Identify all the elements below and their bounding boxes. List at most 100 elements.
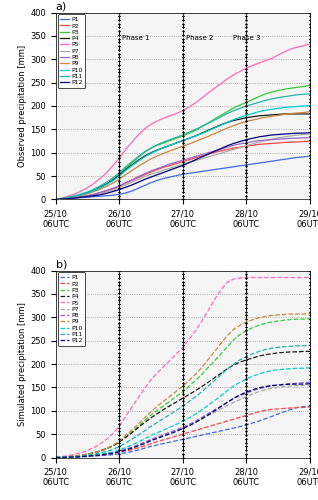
P7 bbox=[219, 406, 223, 412]
P9 bbox=[270, 312, 274, 318]
Text: Phase 3: Phase 3 bbox=[233, 35, 261, 41]
P3 bbox=[149, 412, 153, 418]
P12 bbox=[79, 454, 83, 460]
P2 bbox=[283, 140, 287, 145]
P8 bbox=[149, 168, 153, 174]
P11 bbox=[251, 101, 255, 107]
P1 bbox=[60, 454, 64, 460]
P2 bbox=[283, 406, 287, 411]
P8 bbox=[130, 177, 134, 183]
P4 bbox=[130, 430, 134, 436]
P5 bbox=[124, 146, 128, 152]
P11 bbox=[130, 158, 134, 164]
P3 bbox=[200, 124, 204, 130]
P11 bbox=[270, 345, 274, 351]
P10 bbox=[124, 168, 128, 173]
P9 bbox=[66, 454, 70, 460]
P12 bbox=[257, 385, 261, 391]
P7 bbox=[276, 384, 280, 390]
P10 bbox=[105, 182, 108, 188]
P3 bbox=[245, 99, 248, 105]
P12 bbox=[136, 443, 140, 449]
P3 bbox=[270, 319, 274, 325]
P3 bbox=[194, 378, 197, 384]
P5 bbox=[162, 115, 166, 121]
P12 bbox=[66, 454, 70, 460]
P9 bbox=[86, 451, 89, 457]
P4 bbox=[232, 118, 236, 124]
P3 bbox=[219, 112, 223, 118]
P1 bbox=[206, 168, 210, 173]
P3 bbox=[79, 452, 83, 458]
P9 bbox=[206, 356, 210, 362]
P5 bbox=[181, 344, 185, 350]
P11 bbox=[66, 454, 70, 460]
P11 bbox=[264, 346, 267, 352]
P3 bbox=[79, 192, 83, 198]
P1 bbox=[168, 174, 172, 180]
P5 bbox=[60, 454, 64, 460]
P1 bbox=[302, 154, 306, 160]
P8 bbox=[54, 196, 58, 202]
P11 bbox=[117, 170, 121, 176]
P10 bbox=[73, 193, 77, 199]
P4 bbox=[136, 424, 140, 430]
P10 bbox=[270, 368, 274, 374]
P1 bbox=[143, 182, 147, 188]
P12 bbox=[143, 176, 147, 182]
P5 bbox=[149, 377, 153, 383]
P5 bbox=[111, 163, 115, 169]
P5 bbox=[143, 386, 147, 392]
P4 bbox=[60, 454, 64, 460]
P10 bbox=[168, 424, 172, 430]
P9 bbox=[295, 110, 299, 116]
P5 bbox=[257, 60, 261, 66]
P2 bbox=[98, 452, 102, 458]
P7 bbox=[206, 154, 210, 160]
P5 bbox=[187, 104, 191, 110]
P5 bbox=[283, 274, 287, 280]
P11 bbox=[92, 451, 96, 457]
P7 bbox=[149, 171, 153, 177]
P7 bbox=[105, 451, 108, 457]
P10 bbox=[194, 411, 197, 417]
P2 bbox=[117, 184, 121, 190]
P10 bbox=[136, 158, 140, 164]
P11 bbox=[181, 403, 185, 409]
P3 bbox=[264, 91, 267, 97]
P9 bbox=[136, 421, 140, 427]
P11 bbox=[283, 94, 287, 100]
P3 bbox=[124, 434, 128, 440]
P5 bbox=[130, 404, 134, 410]
P3 bbox=[73, 193, 77, 199]
P10 bbox=[251, 373, 255, 379]
P11 bbox=[143, 428, 147, 434]
P10 bbox=[162, 427, 166, 433]
P12 bbox=[149, 438, 153, 444]
P4 bbox=[79, 452, 83, 458]
P12 bbox=[86, 194, 89, 200]
P5 bbox=[98, 441, 102, 447]
P7 bbox=[283, 384, 287, 390]
P2 bbox=[225, 418, 229, 424]
P10 bbox=[117, 173, 121, 179]
P4 bbox=[162, 144, 166, 150]
P12 bbox=[264, 384, 267, 390]
P1 bbox=[238, 424, 242, 430]
P12 bbox=[219, 404, 223, 409]
P5 bbox=[264, 274, 267, 280]
P12 bbox=[60, 196, 64, 202]
P8 bbox=[295, 135, 299, 141]
P1 bbox=[264, 159, 267, 165]
P11 bbox=[206, 383, 210, 389]
P8 bbox=[66, 196, 70, 202]
P12 bbox=[111, 450, 115, 456]
Line: P1: P1 bbox=[56, 156, 310, 200]
Line: P12: P12 bbox=[56, 384, 310, 458]
P3 bbox=[181, 388, 185, 394]
P11 bbox=[219, 372, 223, 378]
P1 bbox=[270, 158, 274, 164]
P4 bbox=[143, 420, 147, 426]
P4 bbox=[143, 153, 147, 159]
P7 bbox=[308, 131, 312, 137]
